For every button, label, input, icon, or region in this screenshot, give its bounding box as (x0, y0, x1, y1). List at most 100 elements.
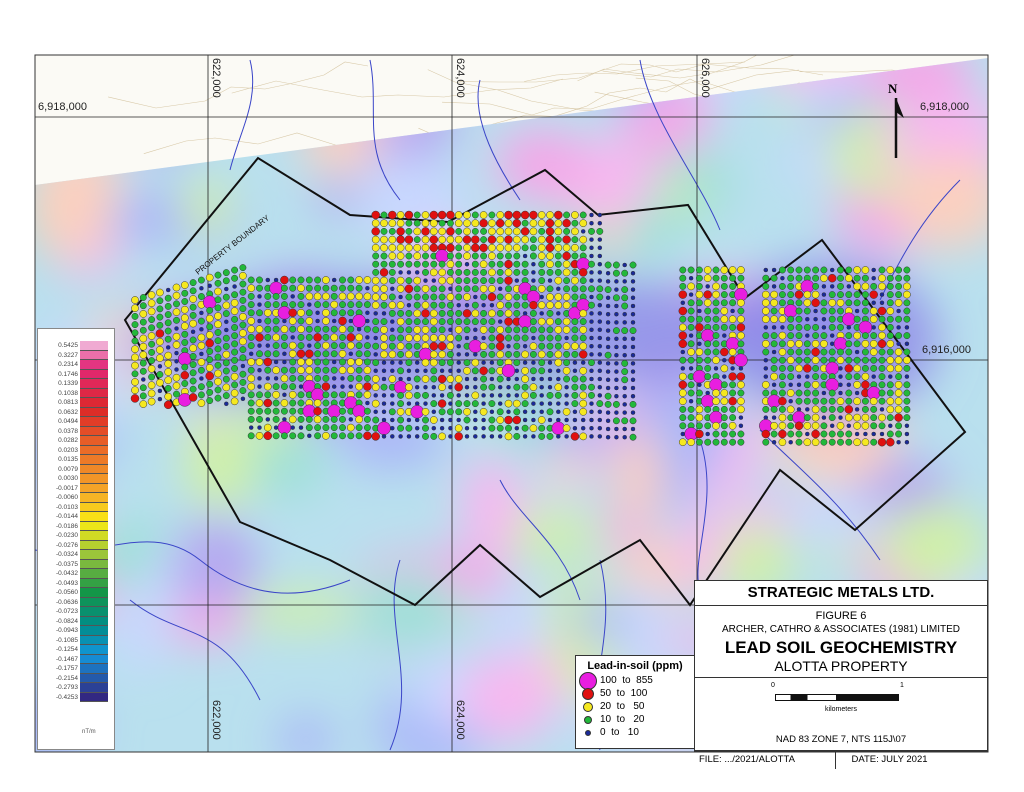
soil-sample-point (272, 301, 280, 309)
soil-sample-point (380, 252, 388, 260)
soil-sample-point (388, 342, 396, 350)
soil-sample-point (405, 334, 413, 342)
legend-row: -0.1467 (38, 654, 114, 665)
soil-sample-point (455, 260, 463, 268)
legend-swatch (80, 673, 108, 684)
soil-sample-point (513, 326, 521, 334)
soil-sample-point (729, 282, 737, 290)
soil-sample-point (488, 243, 496, 252)
soil-sample-point (346, 341, 355, 350)
soil-sample-point (265, 376, 271, 381)
soil-sample-point (904, 439, 910, 445)
legend-swatch (80, 550, 108, 560)
soil-sample-point (147, 389, 156, 398)
soil-sample-point (297, 366, 305, 375)
soil-sample-point (589, 417, 594, 423)
soil-sample-point (471, 260, 479, 268)
soil-legend-row: 20 to 50 (576, 700, 694, 713)
soil-sample-point (464, 434, 470, 439)
soil-sample-point (181, 330, 189, 338)
legend-row: -0.0943 (38, 626, 114, 636)
soil-sample-point (314, 301, 322, 309)
soil-sample-point (248, 351, 254, 357)
soil-sample-point (895, 332, 903, 340)
soil-sample-point (346, 292, 355, 301)
soil-sample-point (522, 360, 528, 365)
soil-sample-point (679, 422, 687, 430)
soil-sample-point (372, 416, 380, 424)
soil-sample-point (256, 309, 263, 317)
legend-row: -0.2793 (38, 683, 114, 693)
soil-sample-point (473, 384, 478, 390)
soil-sample-point (796, 382, 802, 388)
soil-sample-point (206, 356, 214, 364)
soil-sample-point (554, 391, 562, 399)
soil-sample-point (431, 384, 437, 390)
soil-sample-point (290, 335, 295, 340)
soil-sample-point (339, 432, 346, 440)
soil-sample-point (423, 401, 428, 406)
soil-sample-point (580, 360, 586, 365)
soil-sample-point (307, 343, 312, 348)
soil-sample-point (181, 339, 189, 346)
soil-sample-point (680, 366, 686, 371)
soil-sample-point (870, 414, 878, 422)
soil-sample-point (778, 315, 787, 324)
soil-sample-point (886, 356, 895, 365)
soil-sample-point (795, 356, 803, 364)
soil-sample-point (680, 431, 686, 437)
soil-sample-point (488, 309, 496, 318)
soil-sample-point (579, 325, 588, 334)
soil-sample-point (788, 382, 793, 388)
soil-sample-point (605, 410, 611, 415)
soil-sample-point (156, 337, 164, 346)
soil-sample-point (812, 364, 820, 372)
soil-sample-point (803, 340, 811, 348)
legend-value: -0.0017 (55, 484, 78, 492)
soil-sample-point (504, 276, 513, 285)
legend-value: -0.0060 (55, 494, 78, 501)
soil-sample-point (845, 356, 853, 364)
soil-sample-point (371, 375, 380, 383)
soil-sample-point (597, 376, 603, 382)
soil-sample-point (704, 373, 712, 381)
soil-sample-point (596, 293, 604, 301)
soil-sample-point (214, 369, 222, 378)
soil-sample-point (597, 278, 603, 283)
soil-sample-point (489, 376, 495, 382)
legend-row: -0.4253 (38, 692, 114, 703)
soil-sample-point (778, 381, 786, 389)
soil-sample-point (448, 327, 453, 333)
soil-sample-point (247, 391, 255, 399)
soil-sample-point (206, 323, 214, 331)
soil-sample-point (622, 320, 627, 325)
soil-sample-point (165, 345, 171, 350)
soil-sample-point (255, 399, 264, 407)
soil-sample-point (844, 405, 854, 414)
soil-sample-point (355, 424, 363, 432)
soil-sample-point (263, 382, 272, 391)
soil-sample-point (521, 366, 529, 375)
soil-sample-point (247, 407, 255, 415)
soil-sample-point (272, 407, 280, 415)
soil-sample-point (405, 252, 413, 260)
soil-sample-point (289, 399, 297, 407)
soil-sample-point (679, 315, 687, 323)
soil-sample-point (147, 291, 156, 299)
soil-sample-point (199, 310, 204, 316)
soil-sample-point (770, 405, 778, 413)
soil-sample-point (562, 424, 571, 433)
soil-sample-point (545, 235, 555, 244)
soil-sample-point (355, 366, 363, 374)
soil-sample-point (845, 266, 853, 274)
soil-sample-point (678, 323, 687, 332)
soil-sample-point (504, 309, 513, 318)
soil-sample-point (770, 274, 778, 282)
soil-sample-point (688, 398, 694, 404)
soil-legend-title: Lead-in-soil (ppm) (587, 660, 683, 672)
soil-sample-point (828, 430, 836, 438)
soil-sample-point (339, 301, 346, 309)
soil-sample-point (489, 393, 495, 398)
soil-sample-point (164, 327, 172, 335)
soil-sample-point (614, 377, 619, 383)
